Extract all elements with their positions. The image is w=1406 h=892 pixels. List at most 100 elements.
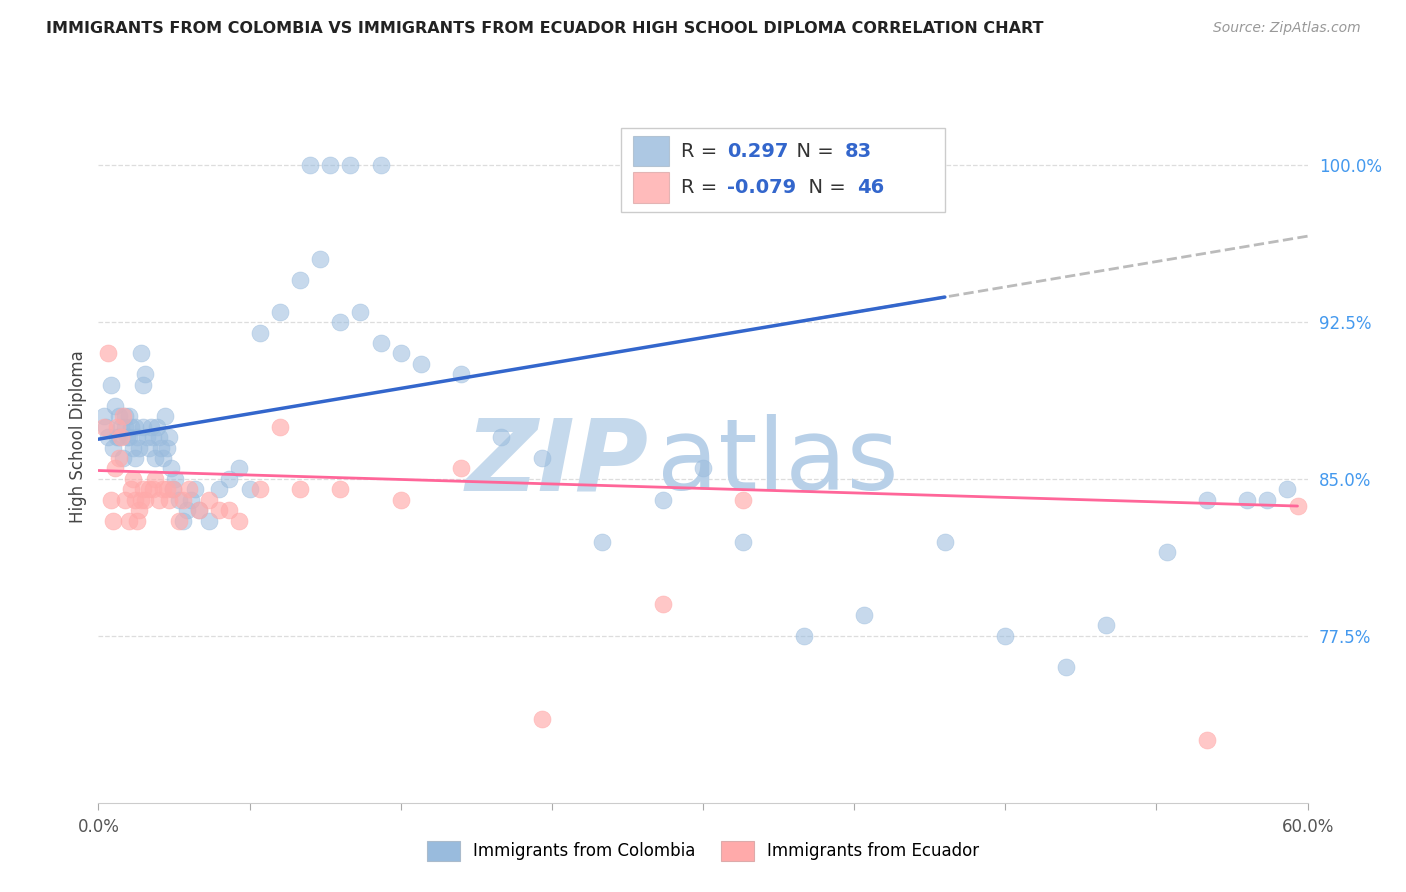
Text: R =: R = <box>682 142 724 161</box>
Point <box>180 492 202 507</box>
Point <box>163 472 186 486</box>
Point <box>591 534 613 549</box>
Point <box>162 483 184 497</box>
Point <box>128 503 150 517</box>
Legend: Immigrants from Colombia, Immigrants from Ecuador: Immigrants from Colombia, Immigrants fro… <box>420 834 986 868</box>
Point <box>148 430 170 444</box>
Point <box>692 461 714 475</box>
Point <box>249 326 271 340</box>
Text: Source: ZipAtlas.com: Source: ZipAtlas.com <box>1213 21 1361 35</box>
Bar <box>633 136 669 167</box>
Point <box>162 483 184 497</box>
Point <box>97 430 120 444</box>
Point <box>733 534 755 549</box>
Point <box>530 712 553 726</box>
Text: -0.079: -0.079 <box>727 178 796 197</box>
Point <box>184 483 207 497</box>
Point <box>118 514 141 528</box>
Point <box>409 357 432 371</box>
Point <box>188 503 211 517</box>
Point <box>208 503 231 517</box>
Point <box>389 492 412 507</box>
Point <box>172 492 194 507</box>
Point <box>176 503 198 517</box>
Point <box>530 450 553 465</box>
Point <box>1236 492 1258 507</box>
Point <box>97 346 120 360</box>
Point <box>208 483 231 497</box>
Text: R =: R = <box>682 178 724 197</box>
Point <box>1277 483 1299 497</box>
Point <box>115 430 138 444</box>
Point <box>153 409 176 424</box>
Point <box>491 430 513 444</box>
Point <box>128 441 150 455</box>
Point <box>111 409 134 424</box>
Point <box>121 441 143 455</box>
Point <box>198 514 221 528</box>
Point <box>249 483 271 497</box>
Point <box>139 419 162 434</box>
Point <box>793 629 815 643</box>
Text: 0.297: 0.297 <box>727 142 789 161</box>
Text: N =: N = <box>785 142 839 161</box>
Point <box>100 377 122 392</box>
Point <box>148 492 170 507</box>
Point <box>111 450 134 465</box>
Point <box>651 597 673 611</box>
Point <box>132 419 155 434</box>
Point <box>167 492 190 507</box>
Point <box>218 472 240 486</box>
Point <box>149 441 172 455</box>
Point <box>156 483 179 497</box>
Point <box>107 430 129 444</box>
Point <box>167 514 190 528</box>
Point <box>124 419 146 434</box>
Point <box>132 377 155 392</box>
Point <box>157 492 180 507</box>
Point <box>101 514 124 528</box>
Point <box>198 492 221 507</box>
Point <box>142 430 165 444</box>
Point <box>269 304 291 318</box>
Point <box>152 450 174 465</box>
Point <box>239 483 262 497</box>
Point <box>370 336 392 351</box>
Point <box>105 419 128 434</box>
Point <box>114 419 136 434</box>
Point <box>100 492 122 507</box>
Point <box>118 430 141 444</box>
Point <box>733 492 755 507</box>
Point <box>107 450 129 465</box>
Point <box>134 368 156 382</box>
Text: N =: N = <box>796 178 852 197</box>
Point <box>339 158 361 172</box>
Point <box>1195 492 1218 507</box>
Text: atlas: atlas <box>657 414 898 511</box>
Point <box>120 419 142 434</box>
Point <box>1156 545 1178 559</box>
Point <box>118 409 141 424</box>
Point <box>309 252 332 267</box>
Point <box>101 441 124 455</box>
Point <box>93 409 115 424</box>
Point <box>105 430 128 444</box>
Point <box>146 419 169 434</box>
Text: IMMIGRANTS FROM COLOMBIA VS IMMIGRANTS FROM ECUADOR HIGH SCHOOL DIPLOMA CORRELAT: IMMIGRANTS FROM COLOMBIA VS IMMIGRANTS F… <box>46 21 1043 36</box>
Point <box>120 483 142 497</box>
Text: 83: 83 <box>845 142 872 161</box>
Point <box>994 629 1017 643</box>
Point <box>160 461 183 475</box>
Point <box>188 503 211 517</box>
Point <box>110 430 132 444</box>
Point <box>121 472 143 486</box>
Point <box>853 607 876 622</box>
Point <box>1054 660 1077 674</box>
Point <box>110 419 132 434</box>
Point <box>134 492 156 507</box>
Point <box>157 430 180 444</box>
Point <box>1286 499 1309 513</box>
Point <box>124 450 146 465</box>
Point <box>138 441 160 455</box>
Point <box>299 158 322 172</box>
